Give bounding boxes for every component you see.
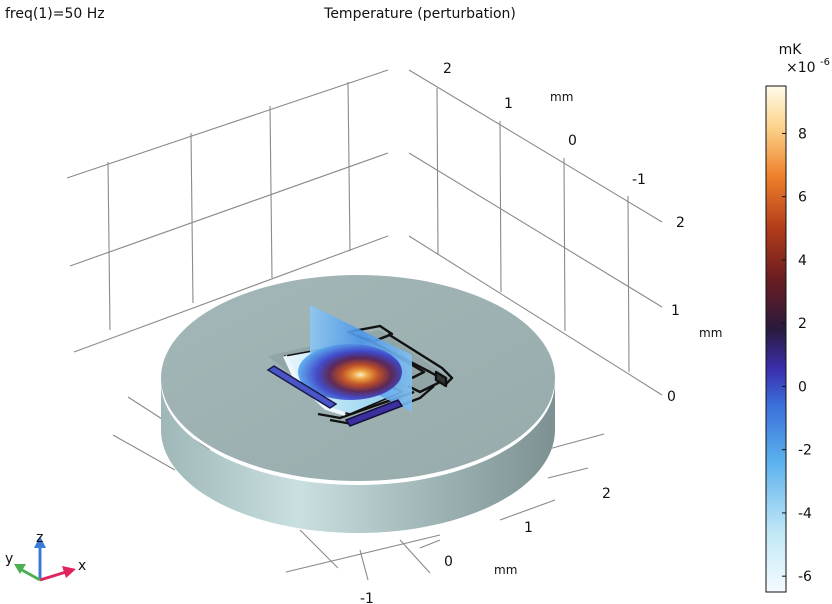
axis-bottom: 2 1 0 -1 mm xyxy=(360,486,611,604)
tick-label: 0 xyxy=(667,389,676,405)
z-axis-arrow xyxy=(34,536,46,548)
disk-side xyxy=(161,382,555,533)
tick-label: 2 xyxy=(676,215,685,231)
frequency-label: freq(1)=50 Hz xyxy=(5,6,105,22)
sensor-bar-left xyxy=(266,365,338,409)
colorbar-tick-label: -4 xyxy=(798,506,812,522)
y-axis-arrow xyxy=(14,564,26,574)
colorbar-gradient xyxy=(765,85,787,593)
colorbar-unit: mK xyxy=(779,42,803,58)
axis-unit-label: mm xyxy=(699,326,722,340)
orientation-triad: z x y xyxy=(5,530,86,582)
triad-z-label: z xyxy=(36,530,43,546)
colorbar-tick-label: 2 xyxy=(798,316,807,332)
tick-label: 2 xyxy=(602,486,611,502)
tick-label: 0 xyxy=(444,554,453,570)
colorbar-tick-label: 0 xyxy=(798,379,807,395)
colorbar-ticks: -6 -4 -2 0 2 4 6 8 xyxy=(782,126,812,585)
tick-label: 2 xyxy=(443,61,452,77)
sensor-device xyxy=(266,305,454,427)
sensor-bar-bottom xyxy=(344,399,404,427)
x-axis-arrow xyxy=(62,566,76,578)
axis-unit-label: mm xyxy=(494,563,517,577)
colorbar-exponent: -6 xyxy=(820,57,830,68)
triad-x-label: x xyxy=(78,558,86,574)
tick-label: -1 xyxy=(360,591,374,604)
tick-label: 0 xyxy=(568,133,577,149)
triad-y-label: y xyxy=(5,551,13,567)
axis-vertical: 2 1 0 mm xyxy=(667,215,722,405)
colorbar-tick-label: 6 xyxy=(798,190,807,206)
grid-back-right xyxy=(408,69,663,396)
colorbar-tick-label: 4 xyxy=(798,253,807,269)
tick-label: 1 xyxy=(524,520,533,536)
colorbar-multiplier-base: ×10 xyxy=(786,60,816,76)
temperature-hotspot xyxy=(298,344,402,400)
colorbar-multiplier: ×10 -6 xyxy=(786,57,830,76)
tick-label: 1 xyxy=(504,96,513,112)
axis-top-right: 2 1 0 -1 mm xyxy=(443,61,646,188)
colorbar-tick-label: -6 xyxy=(798,569,812,585)
colorbar: mK ×10 -6 -6 -4 -2 0 2 4 6 8 xyxy=(765,42,830,593)
tick-label: 1 xyxy=(671,303,680,319)
colorbar-tick-label: -2 xyxy=(798,443,812,459)
plot-title: Temperature (perturbation) xyxy=(323,6,516,22)
axis-unit-label: mm xyxy=(550,90,573,104)
tick-label: -1 xyxy=(632,172,646,188)
colorbar-tick-label: 8 xyxy=(798,126,807,142)
grid-back-left xyxy=(66,69,389,353)
